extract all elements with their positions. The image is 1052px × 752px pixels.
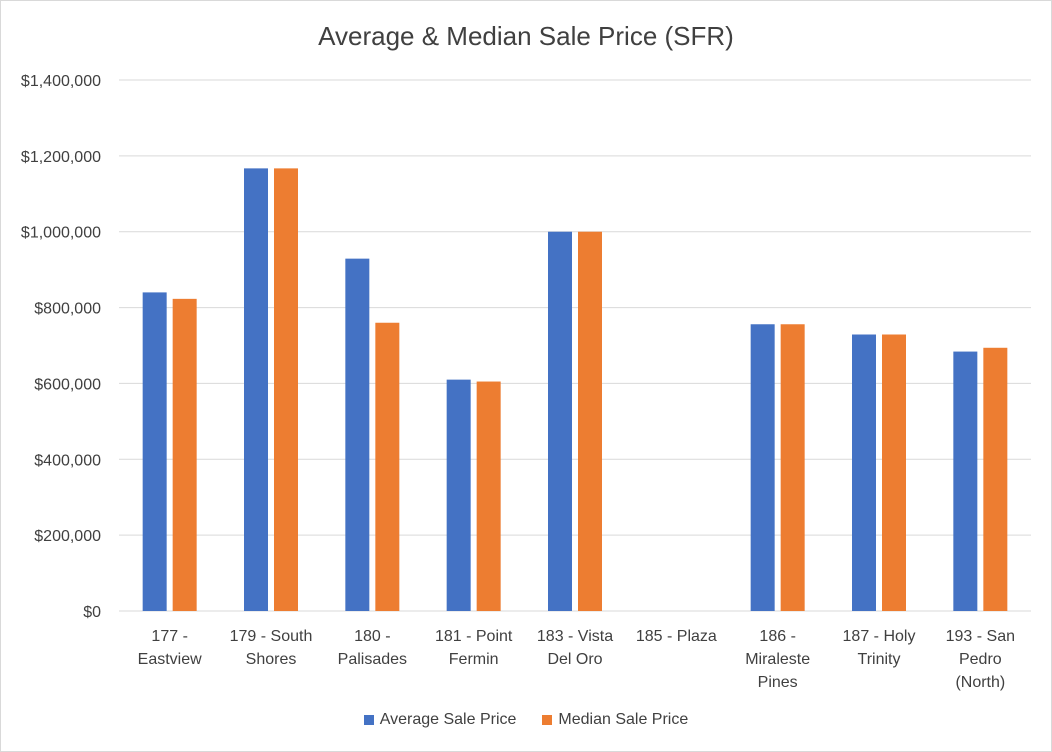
legend-item: Median Sale Price	[542, 711, 688, 729]
x-tick-label: Pedro	[959, 651, 1002, 668]
x-tick-label: Palisades	[338, 651, 407, 668]
y-tick-label: $400,000	[34, 452, 101, 469]
x-tick-label: Eastview	[138, 651, 202, 668]
x-tick-label: 181 - Point	[435, 628, 513, 645]
legend-swatch	[542, 715, 553, 725]
y-tick-label: $800,000	[34, 301, 101, 318]
bar-median-sale-price	[882, 334, 906, 611]
bar-median-sale-price	[172, 298, 197, 611]
y-tick-label: $600,000	[34, 376, 101, 393]
bar-average-sale-price	[446, 379, 471, 611]
y-tick-label: $1,000,000	[21, 225, 101, 242]
bar-median-sale-price	[476, 381, 501, 611]
x-tick-label: 185 - Plaza	[636, 628, 717, 645]
bar-chart-plot: $0 $200,000 $400,000 $600,000 $800,000 $1,000…	[21, 73, 1031, 691]
chart-legend: Average Sale Price Median Sale Price	[1, 711, 1051, 729]
x-tick-label: 193 - San	[946, 628, 1015, 645]
y-tick-label: $1,400,000	[21, 73, 101, 90]
legend-label: Average Sale Price	[379, 711, 517, 728]
bar-average-sale-price	[548, 231, 572, 611]
legend-label: Median Sale Price	[558, 711, 689, 728]
bar-average-sale-price	[244, 168, 268, 611]
x-tick-label: Shores	[246, 651, 297, 668]
x-tick-label: 180 -	[354, 628, 390, 645]
x-tick-label: (North)	[955, 674, 1005, 691]
x-tick-label: Pines	[758, 674, 798, 691]
x-tick-label: Del Oro	[547, 651, 602, 668]
bar-average-sale-price	[852, 334, 876, 611]
x-tick-label: 179 - South	[230, 628, 313, 645]
bar-median-sale-price	[578, 231, 602, 611]
legend-swatch	[363, 715, 374, 725]
bar-median-sale-price	[375, 322, 400, 611]
bar-average-sale-price	[953, 351, 978, 611]
bar-median-sale-price	[274, 168, 298, 611]
chart-title: Average & Median Sale Price (SFR)	[318, 21, 734, 51]
y-tick-label: $200,000	[34, 528, 101, 545]
x-tick-label: Miraleste	[745, 651, 810, 668]
x-tick-label: 177 -	[151, 628, 187, 645]
y-tick-label: $0	[83, 604, 101, 621]
bar-average-sale-price	[142, 292, 167, 611]
x-tick-label: 187 - Holy	[843, 628, 916, 645]
x-tick-label: 183 - Vista	[537, 628, 613, 645]
bar-average-sale-price	[750, 324, 775, 611]
legend-item: Average Sale Price	[363, 711, 517, 729]
x-tick-label: Fermin	[449, 651, 499, 668]
bar-median-sale-price	[983, 347, 1008, 611]
bar-median-sale-price	[780, 324, 805, 611]
x-tick-label: Trinity	[858, 651, 901, 668]
bar-average-sale-price	[345, 258, 370, 611]
x-tick-label: 186 -	[759, 628, 795, 645]
y-tick-label: $1,200,000	[21, 149, 101, 166]
